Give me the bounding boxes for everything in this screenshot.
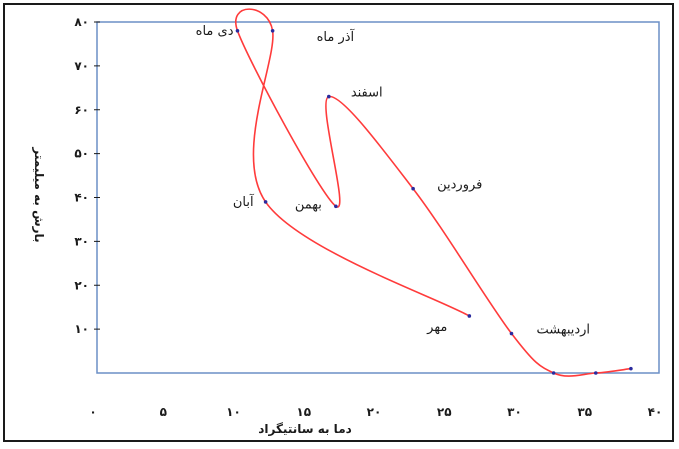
point-label: اردیبهشت — [536, 323, 590, 338]
point-label: آبان — [233, 193, 255, 210]
x-tick-label: ۱۰ — [226, 405, 241, 419]
point-label: اسفند — [351, 86, 383, 101]
data-point — [468, 314, 472, 318]
data-point — [334, 204, 338, 208]
x-tick-label: ۳۰ — [507, 405, 522, 419]
y-axis: ۱۰ ۲۰ ۳۰ ۴۰ ۵۰ ۶۰ ۷۰ ۸۰ — [74, 15, 100, 336]
data-point — [510, 332, 514, 336]
y-tick-label: ۳۰ — [74, 234, 89, 248]
y-tick-label: ۸۰ — [74, 15, 89, 29]
x-tick-label: ۵ — [160, 405, 167, 419]
x-tick-label: ۴۰ — [648, 405, 663, 419]
point-label: بهمن — [295, 197, 322, 212]
x-axis: ۰ ۵ ۱۰ ۱۵ ۲۰ ۲۵ ۳۰ ۳۵ ۴۰ — [89, 405, 662, 419]
plot-area — [97, 22, 659, 373]
x-tick-label: ۳۵ — [577, 405, 592, 419]
data-point — [629, 367, 633, 371]
data-point — [411, 187, 415, 191]
x-tick-label: ۱۵ — [296, 405, 311, 419]
y-axis-title: بارش به میلیمتر — [32, 146, 46, 242]
x-tick-label: ۲۰ — [367, 405, 382, 419]
data-point — [236, 29, 240, 33]
point-label: فروردین — [437, 178, 482, 193]
data-point — [552, 371, 556, 375]
point-label: مهر — [426, 320, 447, 335]
x-axis-title: دما به سانتیگراد — [258, 422, 352, 436]
data-point — [264, 200, 268, 204]
x-tick-label: ۰ — [89, 405, 96, 419]
y-tick-label: ۷۰ — [74, 59, 89, 73]
point-label: دی ماه — [196, 24, 234, 39]
data-point — [327, 95, 331, 99]
chart: ۱۰ ۲۰ ۳۰ ۴۰ ۵۰ ۶۰ ۷۰ ۸۰ ۰ ۵ ۱۰ ۱۵ ۲۰ ۲۵ ۳۰ ۳۵ ۴۰ مهر آبا… — [5, 5, 676, 444]
y-tick-label: ۶۰ — [74, 103, 89, 117]
y-tick-label: ۱۰ — [74, 322, 89, 336]
y-tick-label: ۲۰ — [74, 278, 89, 292]
chart-frame: ۱۰ ۲۰ ۳۰ ۴۰ ۵۰ ۶۰ ۷۰ ۸۰ ۰ ۵ ۱۰ ۱۵ ۲۰ ۲۵ ۳۰ ۳۵ ۴۰ مهر آبا… — [3, 3, 674, 442]
data-point — [271, 29, 275, 33]
y-tick-label: ۵۰ — [74, 147, 89, 161]
data-point — [594, 371, 598, 375]
point-label: آذر ماه — [317, 28, 356, 45]
y-tick-label: ۴۰ — [74, 191, 89, 205]
x-tick-label: ۲۵ — [437, 405, 452, 419]
